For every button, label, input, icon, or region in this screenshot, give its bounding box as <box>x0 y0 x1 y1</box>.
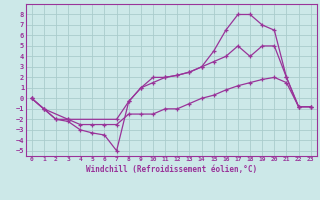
X-axis label: Windchill (Refroidissement éolien,°C): Windchill (Refroidissement éolien,°C) <box>86 165 257 174</box>
